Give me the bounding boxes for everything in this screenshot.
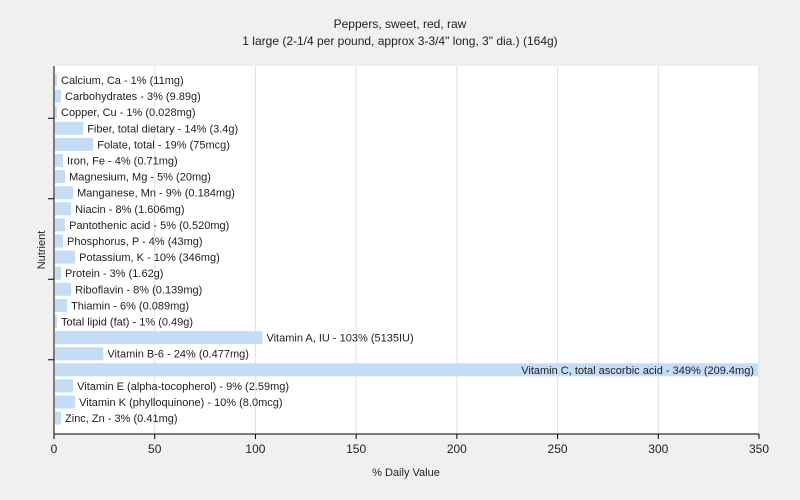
bar-label: Vitamin E (alpha-tocopherol) - 9% (2.59m… <box>77 381 289 393</box>
bar <box>55 154 64 167</box>
x-axis-label: % Daily Value <box>372 467 440 479</box>
bar-label: Phosphorus, P - 4% (43mg) <box>67 236 203 248</box>
bar-label: Vitamin K (phylloquinone) - 10% (8.0mcg) <box>79 397 282 409</box>
bar-label: Total lipid (fat) - 1% (0.49g) <box>61 317 193 329</box>
bar-label: Magnesium, Mg - 5% (20mg) <box>69 172 211 184</box>
bar-label: Potassium, K - 10% (346mg) <box>79 252 220 264</box>
bar <box>55 266 62 280</box>
x-tick-label: 100 <box>245 442 265 456</box>
bar <box>55 331 263 345</box>
bar-label: Copper, Cu - 1% (0.028mg) <box>61 107 196 119</box>
bar-label: Vitamin B-6 - 24% (0.477mg) <box>107 349 249 361</box>
bar <box>55 315 58 328</box>
x-tick-label: 300 <box>648 442 668 456</box>
bar <box>55 73 58 87</box>
y-axis-label: Nutrient <box>36 231 48 270</box>
x-tick-label: 250 <box>548 442 568 456</box>
bar <box>55 105 58 119</box>
bar <box>55 202 72 216</box>
bar-label: Carbohydrates - 3% (9.89g) <box>65 91 201 103</box>
bars <box>55 73 758 425</box>
bar <box>55 347 104 361</box>
bar <box>55 218 66 232</box>
bar <box>55 298 68 312</box>
bar <box>55 411 62 425</box>
bar <box>55 170 66 184</box>
bar <box>55 250 76 264</box>
bar-label: Pantothenic acid - 5% (0.520mg) <box>69 220 229 232</box>
bar-label: Calcium, Ca - 1% (11mg) <box>61 75 184 87</box>
chart-title: Peppers, sweet, red, raw <box>334 17 467 31</box>
bar-labels: Calcium, Ca - 1% (11mg) Carbohydrates - 3… <box>61 75 754 425</box>
bar <box>55 121 84 135</box>
bar-label: Riboflavin - 8% (0.139mg) <box>75 284 202 296</box>
bar-label: Folate, total - 19% (75mcg) <box>97 139 230 151</box>
bar <box>55 137 94 151</box>
bar <box>55 395 76 409</box>
bar-label: Iron, Fe - 4% (0.71mg) <box>67 156 178 168</box>
x-tick-label: 150 <box>346 442 366 456</box>
bar <box>55 379 74 393</box>
bar-label: Manganese, Mn - 9% (0.184mg) <box>77 188 235 200</box>
x-tick-label: 0 <box>51 442 58 456</box>
bar-label: Vitamin C, total ascorbic acid - 349% (2… <box>521 365 754 377</box>
bar <box>55 282 72 296</box>
bar-label: Niacin - 8% (1.606mg) <box>75 204 184 216</box>
x-tick-label: 50 <box>148 442 162 456</box>
chart-subtitle: 1 large (2-1/4 per pound, approx 3-3/4" … <box>242 34 557 48</box>
bar <box>55 186 74 200</box>
bar <box>55 89 62 103</box>
bar-label: Vitamin A, IU - 103% (5135IU) <box>266 333 413 345</box>
x-axis-ticks: 0 50 100 150 200 250 300 350 <box>51 434 769 456</box>
x-tick-label: 350 <box>749 442 769 456</box>
y-axis-ticks <box>48 117 54 361</box>
bar-label: Fiber, total dietary - 14% (3.4g) <box>87 123 238 135</box>
x-tick-label: 200 <box>447 442 467 456</box>
bar <box>55 234 64 248</box>
plot-area <box>54 66 759 434</box>
bar-label: Zinc, Zn - 3% (0.41mg) <box>65 413 177 425</box>
bar-label: Protein - 3% (1.62g) <box>65 268 163 280</box>
bar <box>55 363 758 377</box>
bar-label: Thiamin - 6% (0.089mg) <box>71 300 189 312</box>
